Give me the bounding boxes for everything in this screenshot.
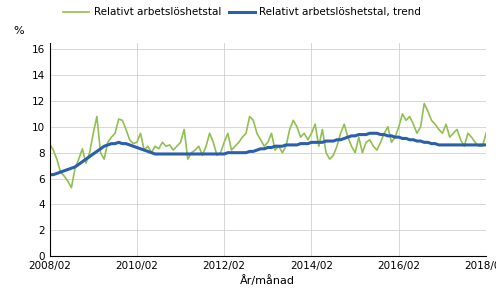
Relativt arbetslöshetstal (87, 151, 93, 155)
Relativt arbetslöshetstal (472, 141, 478, 144)
Relativt arbetslöshetstal (126, 138, 132, 142)
Relativt arbetslöshetstal, trend (207, 152, 213, 156)
Line: Relativt arbetslöshetstal: Relativt arbetslöshetstal (50, 103, 496, 188)
Y-axis label: %: % (14, 26, 24, 36)
Relativt arbetslöshetstal (210, 141, 216, 144)
Relativt arbetslöshetstal (421, 102, 427, 105)
Relativt arbetslöshetstal, trend (367, 131, 372, 135)
Relativt arbetslöshetstal, trend (476, 143, 482, 147)
Relativt arbetslöshetstal, trend (123, 142, 129, 145)
X-axis label: År/månad: År/månad (241, 275, 295, 286)
Relativt arbetslöshetstal, trend (47, 173, 53, 177)
Relativt arbetslöshetstal (47, 142, 53, 145)
Relativt arbetslöshetstal (480, 144, 486, 148)
Relativt arbetslöshetstal, trend (469, 143, 475, 147)
Relativt arbetslöshetstal, trend (83, 157, 89, 161)
Relativt arbetslöshetstal (425, 109, 431, 113)
Legend: Relativt arbetslöshetstal, Relativt arbetslöshetstal, trend: Relativt arbetslöshetstal, Relativt arbe… (59, 3, 426, 21)
Relativt arbetslöshetstal (68, 186, 74, 189)
Relativt arbetslöshetstal, trend (421, 141, 427, 144)
Line: Relativt arbetslöshetstal, trend: Relativt arbetslöshetstal, trend (50, 133, 496, 175)
